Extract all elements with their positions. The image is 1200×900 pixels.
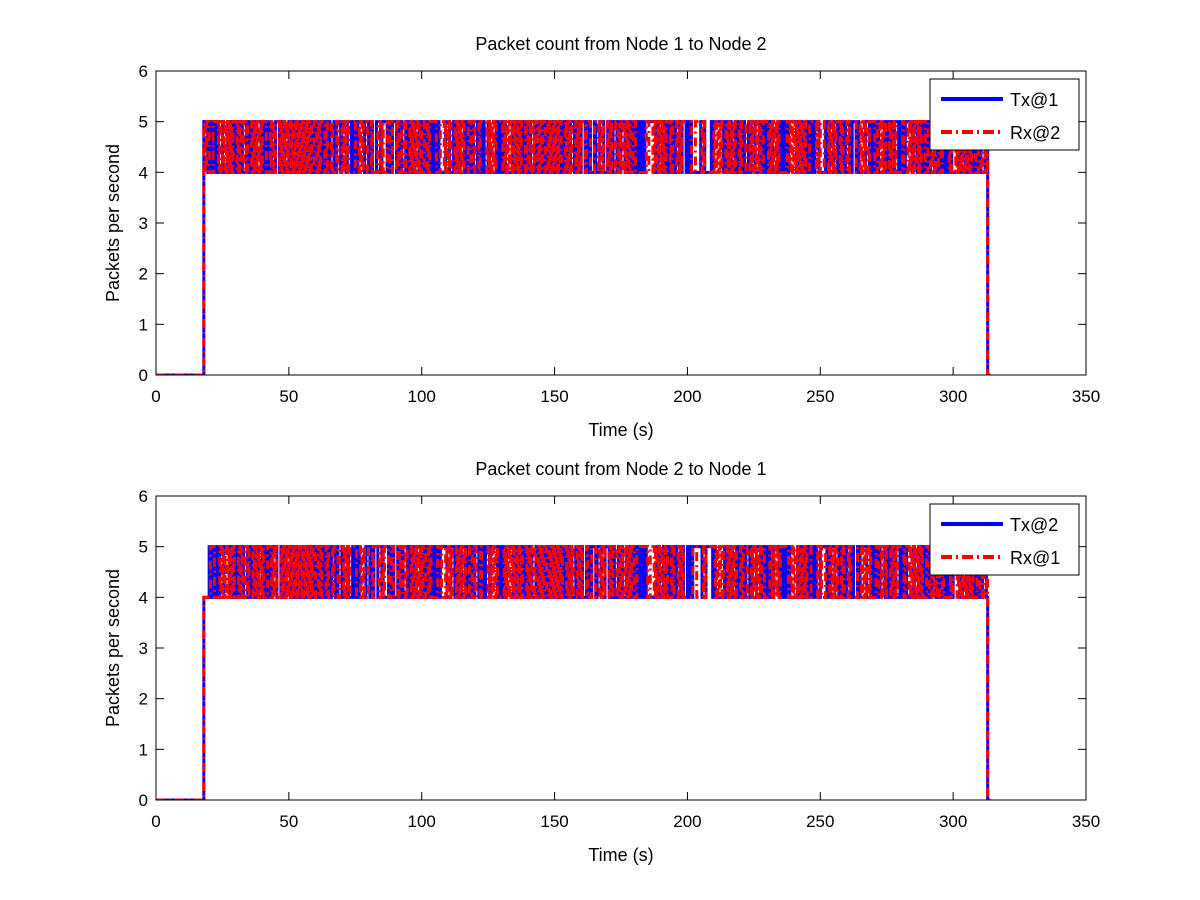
y-tick-label: 2 xyxy=(139,690,148,709)
chart-title: Packet count from Node 2 to Node 1 xyxy=(475,459,766,479)
chart-title: Packet count from Node 1 to Node 2 xyxy=(475,34,766,54)
x-tick-label: 300 xyxy=(939,812,967,831)
y-axis-label: Packets per second xyxy=(103,144,123,302)
legend-label: Rx@1 xyxy=(1010,548,1060,568)
y-tick-label: 4 xyxy=(139,163,148,182)
series-group xyxy=(156,120,991,375)
y-tick-label: 1 xyxy=(139,315,148,334)
x-tick-label: 150 xyxy=(540,812,568,831)
x-tick-label: 100 xyxy=(408,812,436,831)
y-tick-label: 6 xyxy=(139,62,148,81)
y-tick-label: 5 xyxy=(139,113,148,132)
y-tick-label: 3 xyxy=(139,214,148,233)
legend-box xyxy=(929,503,1080,576)
x-tick-label: 250 xyxy=(806,812,834,831)
legend: Tx@2 Rx@1 xyxy=(929,503,1080,576)
x-axis-label: Time (s) xyxy=(588,420,653,440)
y-tick-label: 4 xyxy=(139,588,148,607)
x-tick-label: 50 xyxy=(279,812,298,831)
x-tick-label: 150 xyxy=(540,387,568,406)
series-line-rx-at-2 xyxy=(156,120,991,375)
y-tick-label: 3 xyxy=(139,639,148,658)
x-tick-label: 50 xyxy=(279,387,298,406)
y-tick-label: 2 xyxy=(139,265,148,284)
x-tick-label: 250 xyxy=(806,387,834,406)
chart-panel-1: 0 50 100 150 200 250 300 350 0 1 2 3 4 5 6 Packet count… xyxy=(103,34,1100,440)
x-tick-label: 350 xyxy=(1072,387,1100,406)
legend-label: Tx@1 xyxy=(1010,90,1058,110)
legend-box xyxy=(929,78,1080,151)
y-tick-label: 0 xyxy=(139,791,148,810)
legend: Tx@1 Rx@2 xyxy=(929,78,1080,151)
legend-label: Tx@2 xyxy=(1010,515,1058,535)
x-tick-label: 200 xyxy=(673,812,701,831)
series-line-rx-at-1 xyxy=(156,545,991,800)
x-tick-label: 100 xyxy=(408,387,436,406)
x-tick-label: 350 xyxy=(1072,812,1100,831)
y-tick-label: 0 xyxy=(139,366,148,385)
x-tick-label: 0 xyxy=(151,812,160,831)
y-tick-label: 5 xyxy=(139,538,148,557)
series-group xyxy=(156,545,991,800)
x-tick-label: 0 xyxy=(151,387,160,406)
x-tick-label: 200 xyxy=(673,387,701,406)
y-tick-label: 1 xyxy=(139,740,148,759)
x-axis-label: Time (s) xyxy=(588,845,653,865)
y-tick-label: 6 xyxy=(139,487,148,506)
legend-label: Rx@2 xyxy=(1010,123,1060,143)
chart-panel-2: 0 50 100 150 200 250 300 350 0 1 2 3 4 5 6 Packet count… xyxy=(103,459,1100,865)
y-axis-label: Packets per second xyxy=(103,569,123,727)
x-tick-label: 300 xyxy=(939,387,967,406)
